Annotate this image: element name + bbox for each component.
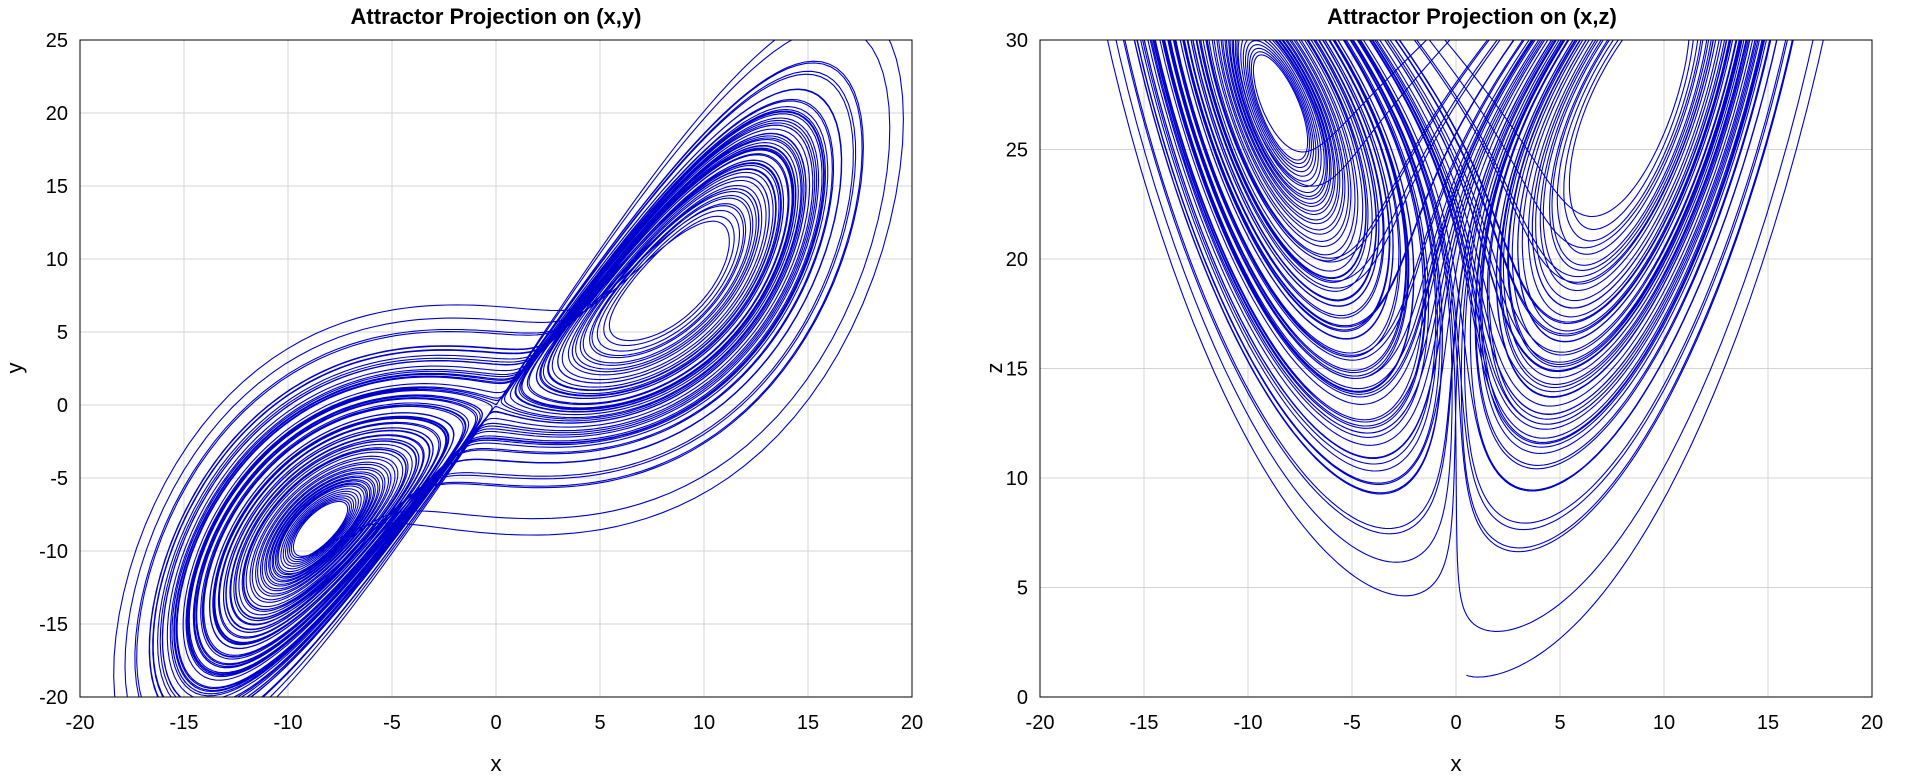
axes-frame [1039,39,1873,698]
y-tick-label: -5 [50,468,68,490]
x-tick-labels: -20 -15 -10 -5 0 5 10 15 20 [1026,712,1884,734]
y-tick-label: 20 [1006,249,1028,271]
x-tick-label: 5 [594,712,605,734]
y-axis-label: z [982,363,1007,374]
y-tick-label: 0 [57,395,68,417]
x-tick-label: 20 [901,712,923,734]
y-tick-labels: -20 -15 -10 -5 0 5 10 15 20 25 [39,30,68,709]
x-tick-label: 5 [1554,712,1565,734]
y-tick-label: 10 [46,249,68,271]
x-tick-label: -15 [1130,712,1159,734]
y-tick-label: 25 [1006,140,1028,162]
y-tick-label: 20 [46,103,68,125]
x-tick-label: -5 [1343,712,1361,734]
chart-xz: Attractor Projection on (x,z) -20 -15 -10-… [982,4,1884,776]
chart-xy: Attractor Projection on (x,y) -20 -15 -10-… [2,4,923,776]
x-tick-label: 10 [1653,712,1675,734]
x-tick-labels: -20 -15 -10 -5 0 5 10 15 20 [66,712,924,734]
x-tick-label: -20 [1026,712,1055,734]
x-tick-label: -10 [1234,712,1263,734]
y-tick-label: 15 [46,176,68,198]
x-axis-label: x [1451,751,1462,776]
plot-area [113,40,904,697]
y-tick-label: 0 [1017,687,1028,709]
x-tick-label: 10 [693,712,715,734]
y-tick-label: 10 [1006,468,1028,490]
axes-frame [79,39,913,698]
plot-area [1106,40,1824,678]
x-tick-label: -20 [66,712,95,734]
x-tick-label: 0 [490,712,501,734]
y-tick-label: 5 [57,322,68,344]
x-tick-label: 15 [797,712,819,734]
y-tick-label: -10 [39,541,68,563]
y-tick-labels: 0 5 10 15 20 25 30 [1006,30,1028,709]
y-axis-label: y [2,363,27,374]
x-axis-label: x [491,751,502,776]
y-tick-label: -15 [39,614,68,636]
x-tick-label: 0 [1450,712,1461,734]
x-tick-label: -10 [274,712,303,734]
x-tick-label: -15 [170,712,199,734]
trajectory-line [1106,40,1824,678]
y-tick-label: 25 [46,30,68,52]
x-tick-label: -5 [383,712,401,734]
y-tick-label: 15 [1006,359,1028,381]
x-tick-label: 20 [1861,712,1883,734]
y-tick-label: -20 [39,687,68,709]
x-tick-label: 15 [1757,712,1779,734]
chart-title: Attractor Projection on (x,y) [351,4,642,29]
y-tick-label: 5 [1017,578,1028,600]
trajectory-line [113,40,904,697]
chart-title: Attractor Projection on (x,z) [1327,4,1617,29]
y-tick-label: 30 [1006,30,1028,52]
